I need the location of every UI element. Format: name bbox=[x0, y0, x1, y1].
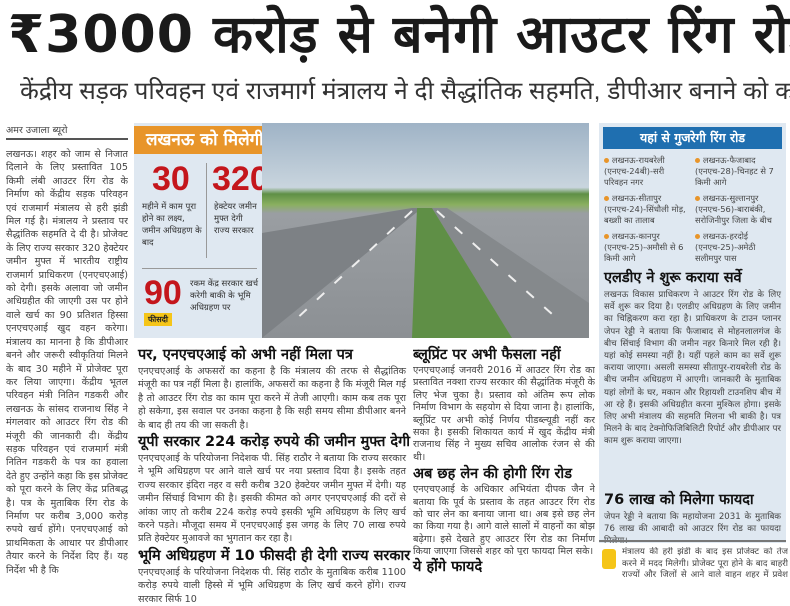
section-heading: अब छह लेन की होगी रिंग रोड bbox=[413, 466, 572, 483]
subheadline: केंद्रीय सड़क परिवहन एवं राजमार्ग मंत्रा… bbox=[20, 78, 790, 105]
route-item: लखनऊ-हरदोई (एनएच-25)-अमेठी सलीमपुर पास bbox=[695, 231, 781, 264]
road-photo bbox=[262, 123, 589, 338]
section-text: एनएचएआई के अधिकार अभियंता दीपक जैन ने बत… bbox=[413, 484, 595, 555]
section-heading: पर, एनएचएआई को अभी नहीं मिला पत्र bbox=[138, 347, 353, 363]
section-text: जेपन रेड्डी ने बताया कि महायोजना 2031 के… bbox=[604, 512, 781, 546]
second-column-sections: ब्लूप्रिंट पर अभी फैसला नहीं एनएचएआई जनव… bbox=[413, 345, 595, 555]
section-heading: यूपी सरकार 224 करोड़ रुपये की जमीन मुफ्त… bbox=[138, 434, 410, 451]
route-item: लखनऊ-सीतापुर (एनएच-24)-सिंधौली मोड़, बख्… bbox=[604, 193, 690, 226]
section-text: एनएचएआई के परियोजना निदेशक पी. सिंह राठौ… bbox=[138, 453, 406, 545]
route-item: लखनऊ-फैजाबाद (एनएच-28)-चिनहट से 7 किमी आ… bbox=[695, 155, 781, 188]
quote-text: मंत्रालय की हरी झंडी के बाद इस प्रोजेक्ट… bbox=[622, 547, 788, 580]
byline: अमर उजाला ब्यूरो bbox=[6, 123, 128, 140]
stat-text: महीने में काम पूरा होने का लक्ष्य, जमीन … bbox=[142, 202, 202, 248]
second-column: ब्लूप्रिंट पर अभी फैसला नहीं एनएचएआई जनव… bbox=[413, 345, 595, 580]
middle-column: पर, एनएचएआई को अभी नहीं मिला पत्र एनएचएआ… bbox=[138, 345, 411, 606]
headline: ₹3000 करोड़ से बनेगी आउटर रिंग रोड bbox=[8, 5, 790, 65]
route-box-title: यहां से गुजरेगी रिंग रोड bbox=[603, 127, 782, 149]
stat-badge: फीसदी bbox=[144, 313, 172, 326]
left-column-text: लखनऊ। शहर को जाम से निजात दिलाने के लिए … bbox=[6, 149, 128, 576]
quote-box: मंत्रालय की हरी झंडी के बाद इस प्रोजेक्ट… bbox=[602, 545, 790, 580]
divider bbox=[142, 268, 257, 269]
section-heading: ये होंगे फायदे bbox=[413, 557, 595, 579]
highway-illustration bbox=[262, 208, 589, 338]
section-text: लखनऊ विकास प्राधिकरण ने आउटर रिंग रोड के… bbox=[604, 290, 781, 447]
infographic: लखनऊ को मिलेगी सौगात 30 महीने में काम पू… bbox=[134, 123, 589, 338]
route-item: लखनऊ-कानपुर (एनएच-25)-अमौसी से 6 किमी आग… bbox=[604, 231, 690, 264]
route-box: यहां से गुजरेगी रिंग रोड लखनऊ-रायबरेली (… bbox=[599, 123, 786, 546]
quote-icon bbox=[602, 549, 616, 569]
section-text: एनएचएआई के परियोजना निदेशक पी. सिंह राठौ… bbox=[138, 566, 406, 605]
stat-text: रकम केंद्र सरकार खर्च करेगी बाकी के भूमि… bbox=[190, 279, 259, 313]
section-heading: एलडीए ने शुरू कराया सर्वे bbox=[604, 270, 742, 286]
section-heading: ब्लूप्रिंट पर अभी फैसला नहीं bbox=[413, 347, 561, 363]
route-item: लखनऊ-सुल्तानपुर (एनएच-56)-बाराबंकी, सरोज… bbox=[695, 193, 781, 226]
section-heading: 76 लाख को मिलेगा फायदा bbox=[604, 492, 754, 508]
route-item: लखनऊ-रायबरेली (एनएच-24बी)-सरी परिवहन नगर bbox=[604, 155, 690, 188]
section-heading: भूमि अधिग्रहण में 10 फीसदी ही देगी राज्य… bbox=[138, 547, 411, 564]
stat-value: 90 bbox=[144, 274, 182, 312]
divider bbox=[599, 540, 786, 542]
divider bbox=[206, 163, 207, 258]
section-text: एनएचएआई जनवरी 2016 में आउटर रिंग रोड का … bbox=[413, 365, 595, 463]
section-text: एनएचएआई के अफसरों का कहना है कि मंत्रालय… bbox=[138, 366, 406, 431]
stat-value: 30 bbox=[152, 160, 190, 198]
stat-text: हेक्टेयर जमीन मुफ्त देगी राज्य सरकार bbox=[214, 202, 257, 236]
stat-value: 320 bbox=[212, 160, 269, 198]
